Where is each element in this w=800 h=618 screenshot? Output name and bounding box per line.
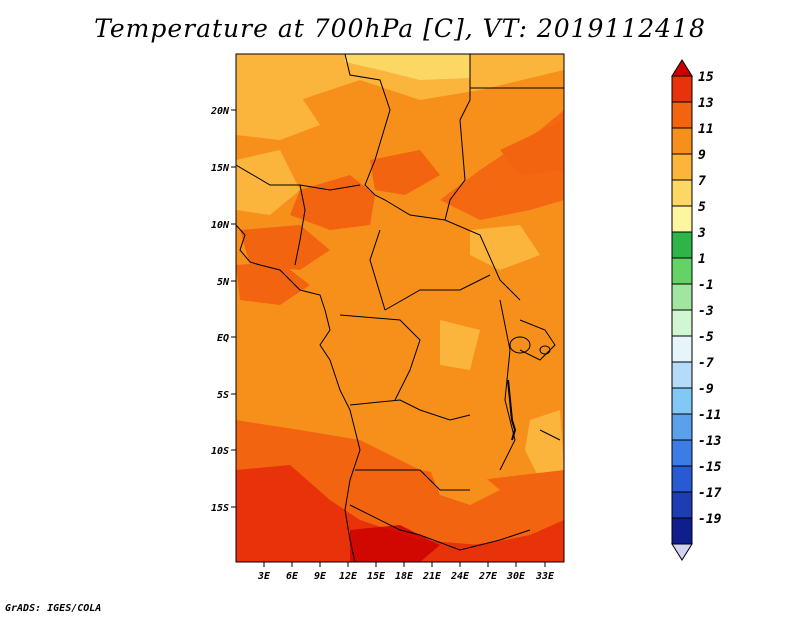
- y-axis: 20N 15N 10N 5N EQ 5S 10S 15S: [210, 106, 236, 514]
- colorbar-swatch: [671, 257, 693, 285]
- colorbar-label: -7: [698, 356, 714, 371]
- colorbar-swatch: [671, 283, 693, 311]
- colorbar-label: 3: [697, 226, 706, 241]
- colorbar-label: 15: [698, 70, 714, 85]
- y-tick-label: 10S: [211, 446, 229, 457]
- y-tick-label: 20N: [210, 106, 230, 117]
- colorbar-swatch: [671, 439, 693, 467]
- colorbar: 15 13 11 9 7 5 3 1 -1 -3 -5 -7 -9 -11 -13 -15 -17 -19: [671, 59, 722, 561]
- x-tick-label: 33E: [535, 571, 555, 582]
- colorbar-swatch: [671, 491, 693, 519]
- colorbar-label: -15: [698, 460, 722, 475]
- credit-label: GrADS: IGES/COLA: [5, 603, 102, 614]
- y-tick-label: 5S: [217, 390, 229, 401]
- colorbar-label: 11: [698, 122, 714, 137]
- colorbar-label: 9: [698, 148, 706, 163]
- colorbar-swatch: [671, 309, 693, 337]
- x-tick-label: 30E: [506, 571, 526, 582]
- colorbar-swatch: [671, 127, 693, 155]
- country-borders: [236, 54, 564, 562]
- colorbar-label: -3: [698, 304, 714, 319]
- chart-title: Temperature at 700hPa [C], VT: 201911241…: [94, 14, 706, 43]
- colorbar-label: -5: [698, 330, 714, 345]
- colorbar-swatch: [671, 335, 693, 363]
- colorbar-label: 1: [698, 252, 706, 267]
- temperature-field: [236, 54, 564, 562]
- colorbar-swatch: [671, 465, 693, 493]
- map-frame: [235, 53, 565, 563]
- x-axis: 3E 6E 9E 12E 15E 18E 21E 24E 27E 30E 33E: [257, 562, 555, 582]
- y-tick-label: 15N: [211, 163, 230, 174]
- colorbar-swatch: [671, 361, 693, 389]
- colorbar-label: -9: [698, 382, 714, 397]
- x-tick-label: 27E: [478, 571, 498, 582]
- y-tick-label: 5N: [217, 277, 230, 288]
- colorbar-swatch: [671, 101, 693, 129]
- y-tick-label: EQ: [217, 333, 229, 344]
- y-tick-label: 15S: [211, 503, 229, 514]
- colorbar-label: -1: [698, 278, 714, 293]
- colorbar-swatch: [671, 413, 693, 441]
- colorbar-label: -17: [698, 486, 722, 501]
- x-tick-label: 9E: [314, 571, 327, 582]
- lakes: [507, 336, 551, 441]
- colorbar-label: 7: [698, 174, 706, 189]
- colorbar-label: 5: [698, 200, 706, 215]
- colorbar-bottom-arrow: [671, 543, 693, 561]
- colorbar-swatch: [671, 231, 693, 259]
- colorbar-label: -19: [698, 512, 722, 527]
- x-tick-label: 21E: [422, 571, 442, 582]
- colorbar-swatch: [671, 205, 693, 233]
- x-tick-label: 3E: [257, 571, 271, 582]
- colorbar-label: 13: [698, 96, 714, 111]
- colorbar-swatch: [671, 387, 693, 415]
- x-tick-label: 15E: [367, 571, 386, 582]
- x-tick-label: 24E: [450, 571, 470, 582]
- colorbar-label: -11: [698, 408, 721, 423]
- colorbar-swatch: [671, 517, 693, 545]
- y-tick-label: 10N: [211, 220, 230, 231]
- colorbar-swatch: [671, 179, 693, 207]
- colorbar-swatch: [671, 153, 693, 181]
- x-tick-label: 18E: [395, 571, 414, 582]
- colorbar-label: -13: [698, 434, 722, 449]
- colorbar-top-arrow: [671, 59, 693, 77]
- colorbar-swatch: [671, 75, 693, 103]
- x-tick-label: 6E: [286, 571, 299, 582]
- x-tick-label: 12E: [339, 571, 358, 582]
